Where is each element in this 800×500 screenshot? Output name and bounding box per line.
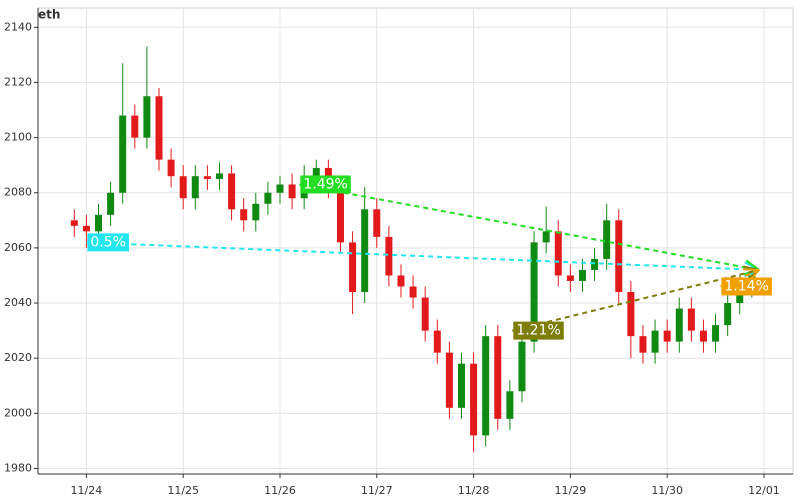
candle-body (699, 330, 707, 342)
annotation-label: 1.21% (516, 323, 560, 339)
y-tick-label: 2020 (4, 351, 32, 364)
candle-body (639, 336, 647, 353)
annotation-label: 0.5% (90, 234, 126, 250)
x-tick-label: 11/25 (167, 484, 199, 497)
y-tick-label: 2080 (4, 186, 32, 199)
candle-body (615, 220, 623, 293)
x-tick-label: 11/30 (651, 484, 683, 497)
candle-body (518, 341, 526, 392)
candle-body (421, 297, 429, 331)
candle-body (603, 220, 611, 259)
candle-body (385, 236, 393, 276)
x-tick-label: 11/24 (71, 484, 103, 497)
candle-body (663, 330, 671, 342)
x-tick-label: 11/26 (264, 484, 296, 497)
candle-body (276, 184, 284, 193)
candle-body (373, 209, 381, 237)
y-tick-label: 2000 (4, 406, 32, 419)
arrow-head (745, 259, 760, 271)
chart-title: eth (38, 8, 60, 22)
candle-body (215, 173, 223, 179)
x-tick-label: 11/27 (361, 484, 393, 497)
candle-body (119, 115, 127, 193)
candle-body (82, 225, 90, 232)
candle-body (712, 325, 720, 342)
candle-body (131, 115, 139, 138)
candle-body (288, 184, 296, 199)
candle-body (252, 203, 260, 221)
annotation-label: 1.49% (303, 176, 347, 192)
candle-body (470, 363, 478, 436)
trend-line (512, 268, 760, 332)
plot-area (37, 7, 794, 475)
annotation-box (513, 321, 564, 340)
candle-body (651, 330, 659, 353)
candle-body (228, 173, 236, 210)
y-tick-label: 1980 (4, 461, 32, 474)
candle-body (155, 96, 163, 160)
y-tick-label: 2100 (4, 131, 32, 144)
candle-body (675, 308, 683, 342)
candle-body (336, 187, 344, 243)
x-tick-label: 12/01 (748, 484, 780, 497)
candle-body (445, 352, 453, 408)
candle-body (409, 286, 417, 298)
annotation-label: 1.14% (724, 278, 768, 294)
candle-body (433, 330, 441, 353)
candle-body (349, 242, 357, 293)
candle-body (530, 242, 538, 342)
y-tick-label: 2140 (4, 20, 32, 33)
candle-body (506, 391, 514, 419)
candle-body (107, 192, 115, 215)
y-tick-label: 2060 (4, 241, 32, 254)
candle-body (264, 192, 272, 204)
x-tick-label: 11/29 (555, 484, 587, 497)
candle-body (191, 176, 199, 199)
annotation-box (721, 277, 772, 296)
candle-body (542, 231, 550, 243)
candle-body (397, 275, 405, 287)
candle-body (494, 336, 502, 419)
candle-body (724, 303, 732, 326)
annotation-box (87, 233, 129, 252)
y-tick-label: 2040 (4, 296, 32, 309)
candle-body (143, 96, 151, 138)
x-tick-label: 11/28 (458, 484, 490, 497)
candle-body (94, 214, 102, 232)
candle-body (482, 336, 490, 436)
candle-body (627, 292, 635, 337)
trend-line (299, 183, 760, 271)
candle-body (591, 258, 599, 270)
candle-body (312, 167, 320, 177)
candle-body (203, 176, 211, 179)
candle-body (578, 269, 586, 281)
candle-body (554, 231, 562, 276)
y-tick-label: 2120 (4, 75, 32, 88)
candle-body (240, 209, 248, 221)
candle-body (457, 363, 465, 408)
candle-body (566, 275, 574, 281)
candle-body (179, 176, 187, 199)
candle-body (167, 159, 175, 177)
candle-body (70, 220, 78, 226)
candle-body (361, 209, 369, 293)
arrow-head (743, 268, 760, 271)
candle-body (687, 308, 695, 331)
annotation-box (300, 175, 351, 194)
trend-line (86, 241, 760, 271)
